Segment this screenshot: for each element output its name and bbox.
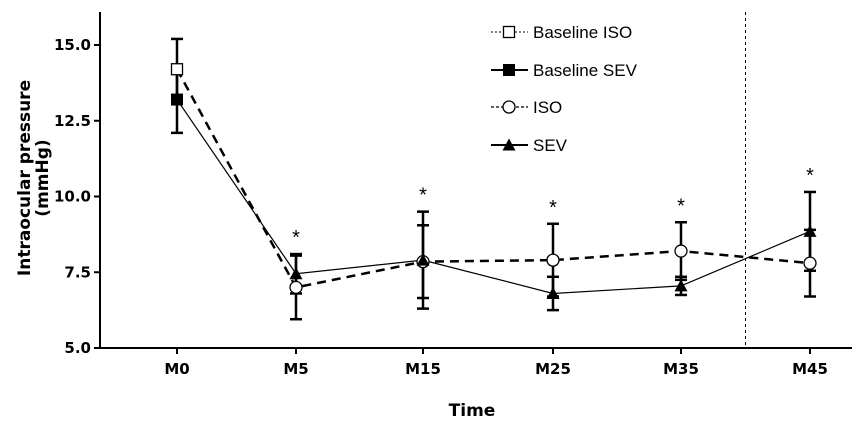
x-tick-label: M0 <box>164 360 189 378</box>
series-lines <box>175 68 811 295</box>
data-point <box>546 253 560 267</box>
y-axis-title: Intraocular pressure <box>15 80 35 276</box>
y-tick-label: 5.0 <box>64 339 91 357</box>
x-axis-title: Time <box>449 401 496 421</box>
data-point <box>416 253 430 266</box>
x-tick-label: M25 <box>535 360 571 378</box>
significance-star: * <box>549 197 557 219</box>
legend: Baseline ISO Baseline SEV ISO SEV <box>491 23 638 155</box>
y-tick-label: 10.0 <box>54 188 91 206</box>
legend-marker <box>502 138 516 151</box>
significance-star: * <box>419 185 427 207</box>
legend-label: ISO <box>533 98 562 117</box>
x-tick-label: M35 <box>663 360 699 378</box>
y-axis-units: (mmHg) <box>33 139 53 216</box>
legend-marker <box>503 64 515 76</box>
legend-label: Baseline SEV <box>533 61 638 80</box>
series-markers <box>170 63 817 299</box>
y-tick-label: 15.0 <box>54 36 91 54</box>
significance-markers: * * * * * <box>292 165 814 249</box>
x-tick-label: M5 <box>283 360 308 378</box>
data-point <box>674 244 688 258</box>
data-point <box>170 63 184 76</box>
data-point <box>803 224 817 237</box>
significance-star: * <box>292 227 300 249</box>
legend-label: Baseline ISO <box>533 23 632 42</box>
legend-marker <box>502 100 516 114</box>
x-tick-label: M45 <box>792 360 828 378</box>
legend-marker <box>502 25 516 39</box>
data-point <box>289 267 303 280</box>
x-tick-label: M15 <box>405 360 441 378</box>
data-point <box>289 280 303 295</box>
significance-star: * <box>806 165 814 187</box>
error-bars <box>171 37 816 321</box>
significance-star: * <box>677 195 685 217</box>
legend-label: SEV <box>533 136 568 155</box>
y-tick-label: 12.5 <box>54 112 91 130</box>
data-point <box>803 256 817 270</box>
y-tick-label: 7.5 <box>64 263 91 281</box>
series-line-sev <box>176 99 811 295</box>
axes: 5.0 7.5 10.0 12.5 15.0 M0 M5 M15 M25 M35 M45 <box>54 12 852 378</box>
series-line-iso <box>175 68 811 289</box>
data-point <box>171 93 183 106</box>
data-point <box>546 286 560 299</box>
data-point <box>674 279 688 292</box>
